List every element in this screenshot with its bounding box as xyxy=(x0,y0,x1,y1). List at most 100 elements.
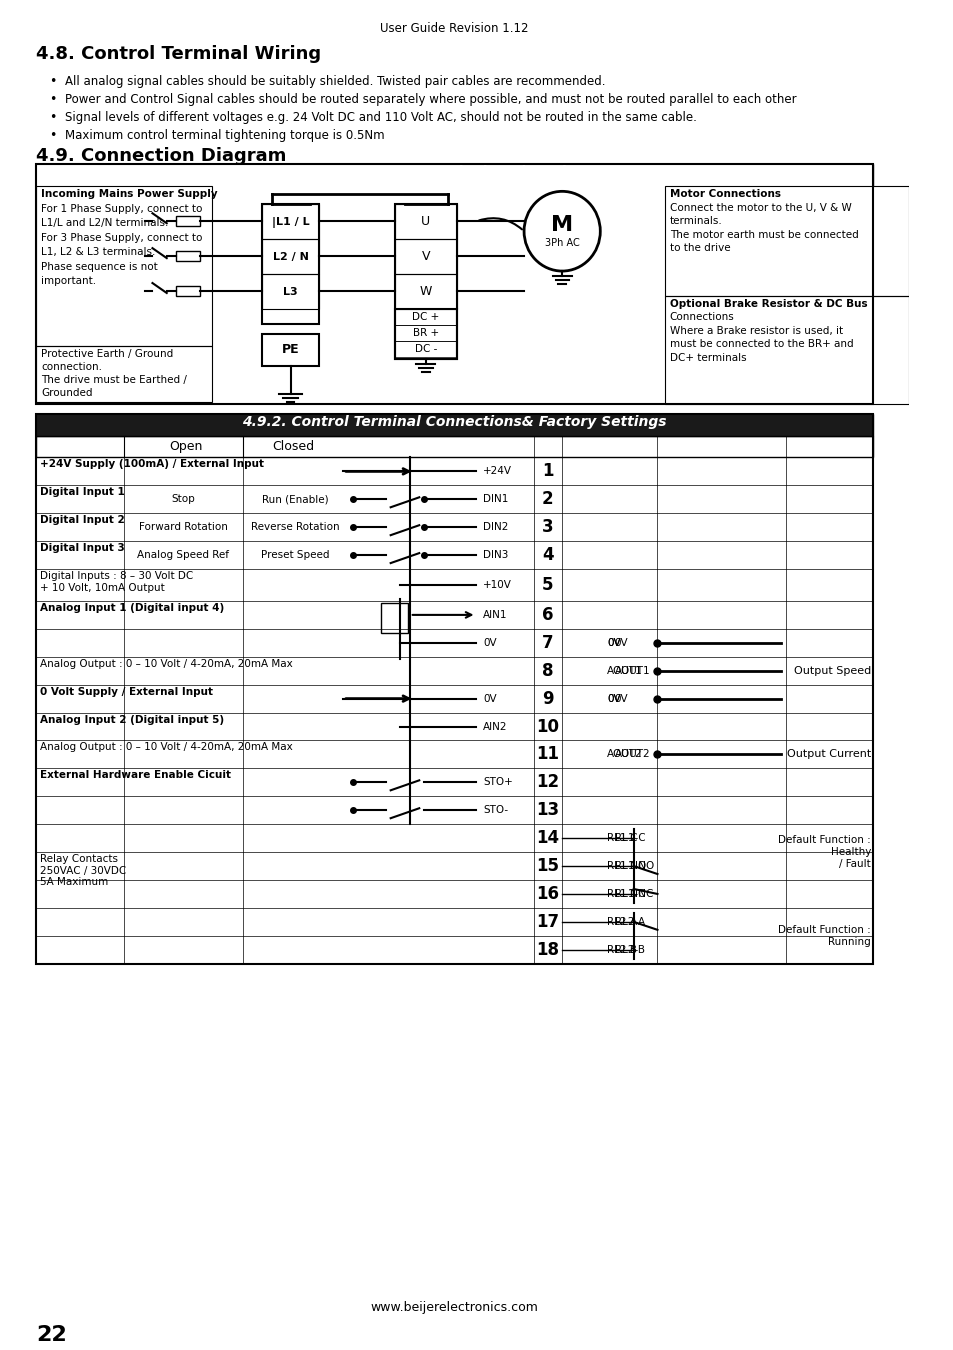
Text: 6: 6 xyxy=(541,606,553,624)
Text: STO+: STO+ xyxy=(482,778,513,787)
Text: Stop: Stop xyxy=(172,494,195,505)
Text: Reverse Rotation: Reverse Rotation xyxy=(251,522,339,532)
Text: 4.9.2. Control Terminal Connections& Factory Settings: 4.9.2. Control Terminal Connections& Fac… xyxy=(242,414,666,428)
Text: •: • xyxy=(50,111,57,124)
Text: RL2-A: RL2-A xyxy=(614,917,644,927)
Text: •: • xyxy=(50,74,57,88)
Text: important.: important. xyxy=(41,275,96,286)
Text: L2 / N: L2 / N xyxy=(273,252,308,262)
Text: RL1-NO: RL1-NO xyxy=(606,861,645,871)
Text: AIN2: AIN2 xyxy=(482,721,507,732)
Text: Analog Speed Ref: Analog Speed Ref xyxy=(137,549,229,560)
Text: Closed: Closed xyxy=(273,440,314,454)
Bar xyxy=(36,436,872,458)
Text: BR +: BR + xyxy=(413,328,438,338)
Text: For 1 Phase Supply, connect to: For 1 Phase Supply, connect to xyxy=(41,204,202,213)
Text: V: V xyxy=(421,250,430,263)
Bar xyxy=(664,296,908,404)
Text: 2: 2 xyxy=(541,490,553,509)
Text: 0V: 0V xyxy=(482,694,497,703)
Bar xyxy=(664,186,908,296)
Text: 18: 18 xyxy=(536,941,558,958)
Text: 12: 12 xyxy=(536,774,558,791)
Text: Motor Connections: Motor Connections xyxy=(669,189,781,200)
Bar xyxy=(176,216,200,227)
Text: must be connected to the BR+ and: must be connected to the BR+ and xyxy=(669,339,853,350)
Text: +10V: +10V xyxy=(482,580,512,590)
Text: Digital Input 3: Digital Input 3 xyxy=(40,543,125,554)
Text: AOUT1: AOUT1 xyxy=(614,666,650,676)
Text: •: • xyxy=(50,93,57,105)
Text: 10: 10 xyxy=(536,717,558,736)
Text: |L1 / L: |L1 / L xyxy=(272,217,309,228)
Text: The motor earth must be connected: The motor earth must be connected xyxy=(669,230,858,240)
Bar xyxy=(176,251,200,261)
Text: Grounded: Grounded xyxy=(41,387,92,398)
Text: PE: PE xyxy=(281,343,299,356)
Text: 0V: 0V xyxy=(606,694,620,703)
Text: Protective Earth / Ground: Protective Earth / Ground xyxy=(41,348,173,359)
Text: RL1-C: RL1-C xyxy=(614,833,644,844)
Text: Analog Input 2 (Digital input 5): Analog Input 2 (Digital input 5) xyxy=(40,714,224,725)
Text: All analog signal cables should be suitably shielded. Twisted pair cables are re: All analog signal cables should be suita… xyxy=(65,74,604,88)
Text: 15: 15 xyxy=(536,857,558,875)
Text: Connections: Connections xyxy=(669,312,734,323)
Text: AOUT2: AOUT2 xyxy=(614,749,650,760)
Text: RL2-A: RL2-A xyxy=(606,917,637,927)
Text: STO-: STO- xyxy=(482,805,508,815)
Bar xyxy=(395,204,456,239)
Text: L3: L3 xyxy=(283,288,297,297)
Bar xyxy=(36,165,872,404)
Text: AOUT2: AOUT2 xyxy=(606,749,642,760)
Text: RL1-C: RL1-C xyxy=(606,833,637,844)
Text: Where a Brake resistor is used, it: Where a Brake resistor is used, it xyxy=(669,325,842,336)
Text: 11: 11 xyxy=(536,745,558,763)
Text: For 3 Phase Supply, connect to: For 3 Phase Supply, connect to xyxy=(41,232,202,243)
Text: 1: 1 xyxy=(541,463,553,481)
Text: AOUT1: AOUT1 xyxy=(606,666,642,676)
Text: RL1-NC: RL1-NC xyxy=(614,888,652,899)
Text: Incoming Mains Power Supply: Incoming Mains Power Supply xyxy=(41,189,217,200)
Text: RL1-NO: RL1-NO xyxy=(614,861,653,871)
Bar xyxy=(262,333,319,366)
Bar xyxy=(395,204,456,359)
Text: DC +: DC + xyxy=(412,312,439,321)
Text: U: U xyxy=(421,215,430,228)
Bar xyxy=(262,274,319,309)
Text: 4.9. Connection Diagram: 4.9. Connection Diagram xyxy=(36,147,286,166)
Text: L1, L2 & L3 terminals.: L1, L2 & L3 terminals. xyxy=(41,247,155,256)
Text: 0V: 0V xyxy=(614,637,628,648)
Text: 22: 22 xyxy=(36,1326,67,1346)
Text: 7: 7 xyxy=(541,633,553,652)
Text: 0V: 0V xyxy=(482,637,497,648)
Text: connection.: connection. xyxy=(41,362,102,371)
Text: 0V: 0V xyxy=(606,637,620,648)
Text: 3Ph AC: 3Ph AC xyxy=(544,238,579,248)
Text: M: M xyxy=(551,215,573,235)
Text: RL2-B: RL2-B xyxy=(606,945,637,954)
Text: 0V: 0V xyxy=(606,694,620,703)
Bar xyxy=(262,204,319,324)
Text: W: W xyxy=(419,285,432,297)
Text: RL1-NC: RL1-NC xyxy=(606,888,644,899)
Text: www.beijerelectronics.com: www.beijerelectronics.com xyxy=(370,1300,537,1314)
Bar xyxy=(381,603,407,633)
Text: 8: 8 xyxy=(541,662,553,679)
Text: 4: 4 xyxy=(541,547,553,564)
Text: 3: 3 xyxy=(541,518,553,536)
Text: DIN2: DIN2 xyxy=(482,522,508,532)
Bar xyxy=(36,346,213,402)
Text: Digital Inputs : 8 – 30 Volt DC
+ 10 Volt, 10mA Output: Digital Inputs : 8 – 30 Volt DC + 10 Vol… xyxy=(40,571,193,593)
Text: Phase sequence is not: Phase sequence is not xyxy=(41,262,157,271)
Text: DIN3: DIN3 xyxy=(482,549,508,560)
Bar xyxy=(36,186,213,346)
Text: +24V: +24V xyxy=(482,466,512,477)
Text: Analog Output : 0 – 10 Volt / 4-20mA, 20mA Max: Analog Output : 0 – 10 Volt / 4-20mA, 20… xyxy=(40,659,293,668)
Text: Power and Control Signal cables should be routed separately where possible, and : Power and Control Signal cables should b… xyxy=(65,93,796,105)
Text: DC+ terminals: DC+ terminals xyxy=(669,352,745,363)
Bar xyxy=(36,413,872,436)
Text: 9: 9 xyxy=(541,690,553,707)
Text: Default Function :
Healthy
/ Fault: Default Function : Healthy / Fault xyxy=(778,836,870,868)
Bar xyxy=(395,309,456,325)
Text: The drive must be Earthed /: The drive must be Earthed / xyxy=(41,375,187,385)
